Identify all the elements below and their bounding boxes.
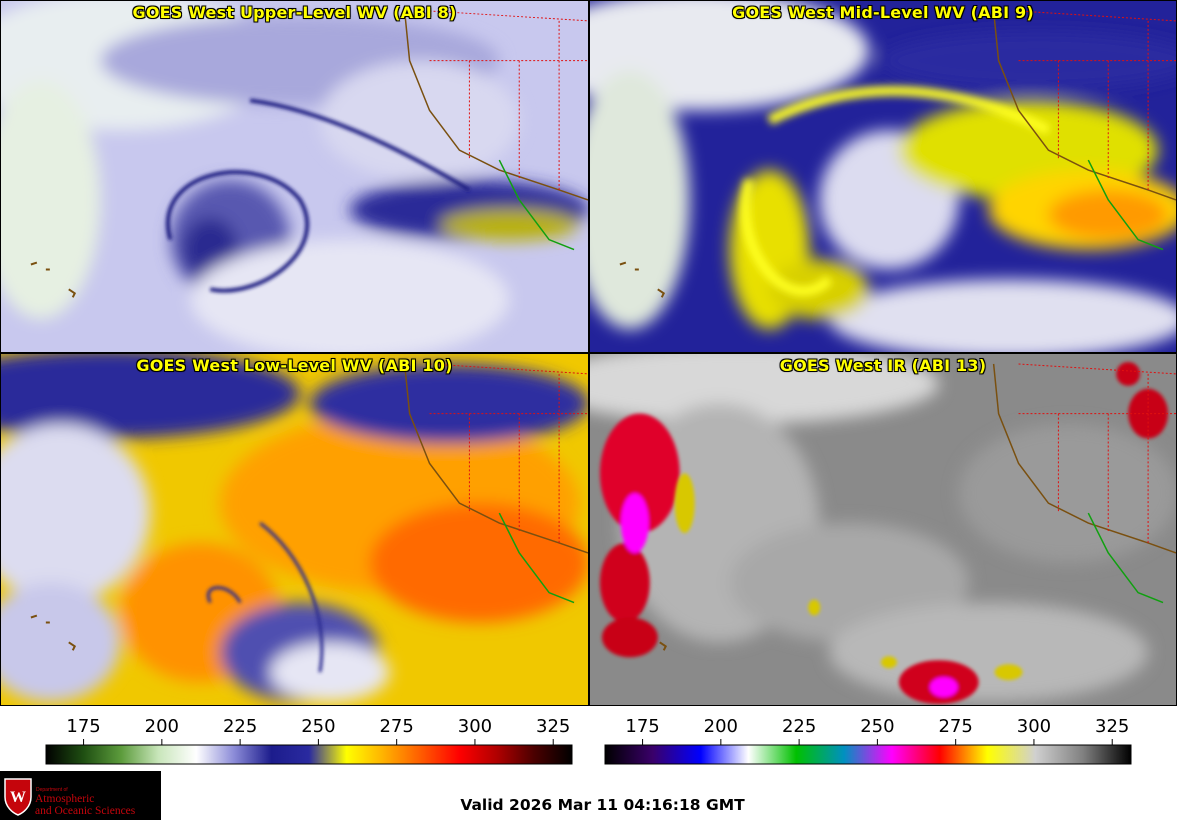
colorbar-tick-label: 225	[782, 716, 816, 737]
colorbar-tick-label: 325	[536, 716, 570, 737]
low-level-wv-panel: GOES West Low-Level WV (ABI 10)	[0, 353, 589, 706]
colorbar-tick-label: 275	[938, 716, 972, 737]
uw-crest-icon: W	[4, 778, 32, 816]
svg-text:W: W	[10, 789, 26, 806]
logo-department: Department of	[36, 787, 68, 793]
ir-panel: GOES West IR (ABI 13)	[589, 353, 1177, 706]
colorbar-tick-label: 200	[704, 716, 738, 737]
colorbar-tick-label: 175	[625, 716, 659, 737]
logo-line-1: Atmospheric	[35, 793, 95, 805]
logo-line-2: and Oceanic Sciences	[35, 805, 136, 817]
upper-level-wv-image	[1, 1, 588, 352]
colorbar-tick-label: 225	[223, 716, 257, 737]
colorbar-gradient	[604, 744, 1132, 765]
wv-colorbar-svg: 175 200 225 250 275 300 325	[45, 716, 573, 765]
ir-colorbar-svg: 175 200 225 250 275 300 325	[604, 716, 1132, 765]
low-level-wv-image	[1, 354, 588, 705]
state-borders-overlay	[30, 10, 588, 298]
colorbar-gradient	[45, 744, 573, 765]
colorbar-tick-label: 300	[1017, 716, 1051, 737]
colorbar-tick-label: 275	[379, 716, 413, 737]
aos-logo: W Department of Atmospheric and Oceanic …	[0, 771, 161, 820]
colorbar-tick-label: 325	[1095, 716, 1129, 737]
mid-level-wv-panel: GOES West Mid-Level WV (ABI 9)	[589, 0, 1177, 353]
upper-level-wv-panel: GOES West Upper-Level WV (ABI 8)	[0, 0, 589, 353]
wv-colorbar: 175 200 225 250 275 300 325	[45, 712, 573, 766]
colorbar-tick-label: 175	[66, 716, 100, 737]
state-borders-overlay	[619, 10, 1176, 298]
colorbar-tick-label: 250	[301, 716, 335, 737]
panel-title: GOES West Mid-Level WV (ABI 9)	[732, 3, 1034, 22]
state-borders-overlay	[659, 363, 1176, 651]
panel-title: GOES West IR (ABI 13)	[779, 356, 987, 375]
panel-title: GOES West Low-Level WV (ABI 10)	[136, 356, 453, 375]
mid-level-wv-image	[590, 1, 1176, 352]
ir-colorbar: 175 200 225 250 275 300 325	[604, 712, 1132, 766]
panel-title: GOES West Upper-Level WV (ABI 8)	[132, 3, 457, 22]
colorbar-tick-label: 300	[458, 716, 492, 737]
ir-image	[590, 354, 1176, 705]
state-borders-overlay	[30, 363, 588, 651]
valid-time: Valid 2026 Mar 11 04:16:18 GMT	[460, 796, 745, 814]
colorbar-tick-label: 200	[145, 716, 179, 737]
colorbar-tick-label: 250	[860, 716, 894, 737]
